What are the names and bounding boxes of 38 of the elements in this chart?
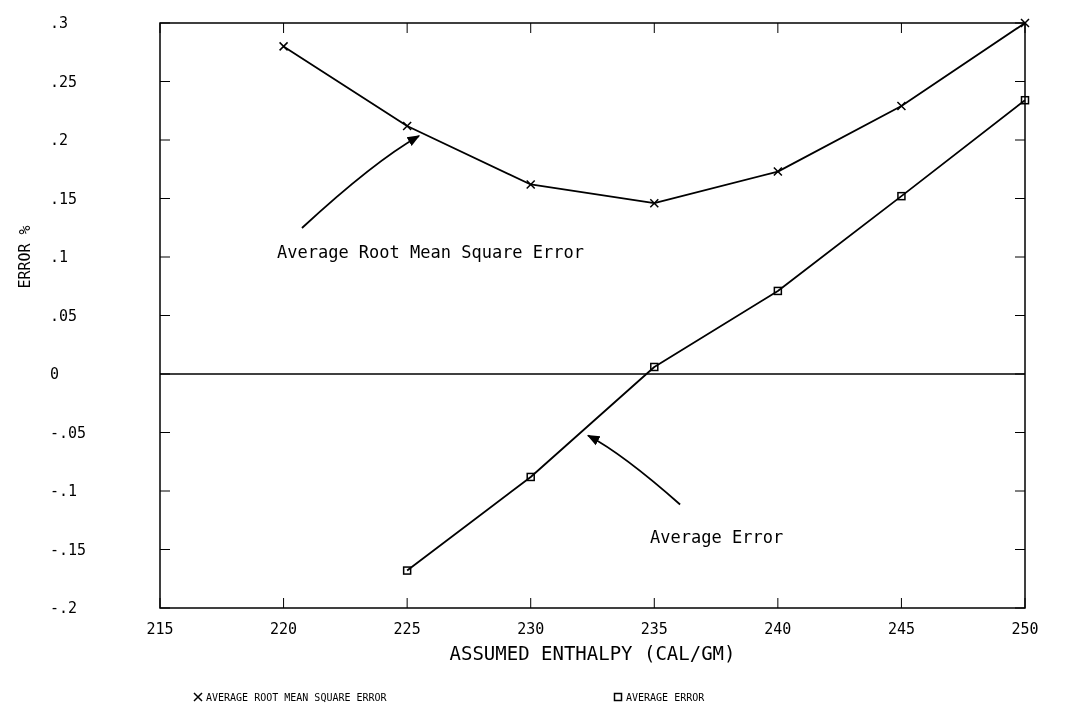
y-tick-label: .1: [50, 248, 69, 266]
x-tick-label: 220: [270, 620, 298, 638]
x-tick-label: 215: [146, 620, 174, 638]
y-tick-label: 0: [50, 365, 60, 383]
point: [402, 566, 412, 575]
point: [402, 121, 412, 131]
y-tick-label: -.15: [50, 540, 87, 559]
y-tick-label: .3: [50, 14, 69, 32]
x-tick-label: 235: [640, 620, 668, 638]
x-tick-label: 240: [764, 620, 792, 638]
point: [773, 166, 783, 177]
legend-label: AVERAGE ROOT MEAN SQUARE ERROR: [206, 692, 388, 703]
y-tick-label: .25: [50, 72, 78, 91]
point: [650, 362, 659, 372]
y-tick-label: -.2: [50, 599, 78, 617]
legend-label: AVERAGE ERROR: [626, 692, 706, 703]
point: [525, 179, 536, 190]
point: [278, 41, 289, 52]
x-tick-label: 225: [393, 620, 421, 638]
y-tick-label: .15: [50, 189, 78, 208]
x-tick-label: 250: [1011, 620, 1039, 638]
y-axis-title: ERROR %: [16, 225, 34, 289]
point: [649, 198, 660, 208]
y-tick-label: .05: [50, 306, 78, 325]
x-tick-label: 245: [887, 620, 915, 638]
x-axis-title: ASSUMED ENTHALPY (CAL/GM): [449, 642, 736, 664]
y-tick-label: .2: [50, 131, 69, 149]
point: [773, 286, 783, 296]
y-tick-label: -.1: [50, 482, 78, 500]
point: [526, 472, 535, 482]
point: [896, 101, 907, 111]
point: [1020, 95, 1030, 105]
x-tick-label: 230: [517, 620, 545, 638]
point: [1020, 18, 1030, 28]
annotation: Average Root Mean Square Error: [276, 241, 585, 262]
annotation: Average Error: [650, 526, 784, 547]
point: [897, 191, 906, 201]
y-tick-label: -.05: [50, 423, 87, 442]
